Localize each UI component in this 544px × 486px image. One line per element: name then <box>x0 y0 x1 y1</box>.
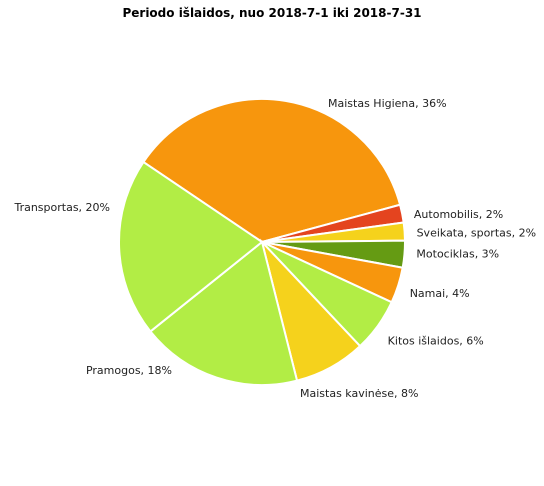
slice-label: Pramogos, 18% <box>86 364 172 377</box>
slice-label: Maistas Higiena, 36% <box>328 97 447 110</box>
pie-slices <box>118 98 407 386</box>
pie-slice <box>118 160 264 333</box>
slice-label: Kitos išlaidos, 6% <box>388 335 484 348</box>
slice-label: Namai, 4% <box>410 287 470 300</box>
slice-label: Automobilis, 2% <box>414 208 503 221</box>
pie-labels: Maistas Higiena, 36% Automobilis, 2% Sveik… <box>13 97 536 400</box>
chart-title: Periodo išlaidos, nuo 2018-7-1 iki 2018-… <box>122 6 422 20</box>
slice-label: Motociklas, 3% <box>416 247 499 260</box>
slice-label: Sveikata, sportas, 2% <box>417 227 536 240</box>
slice-label: Transportas, 20% <box>13 201 110 214</box>
slice-label: Maistas kavinėse, 8% <box>300 387 418 400</box>
pie-slice <box>149 240 299 386</box>
pie-slice <box>142 98 402 244</box>
